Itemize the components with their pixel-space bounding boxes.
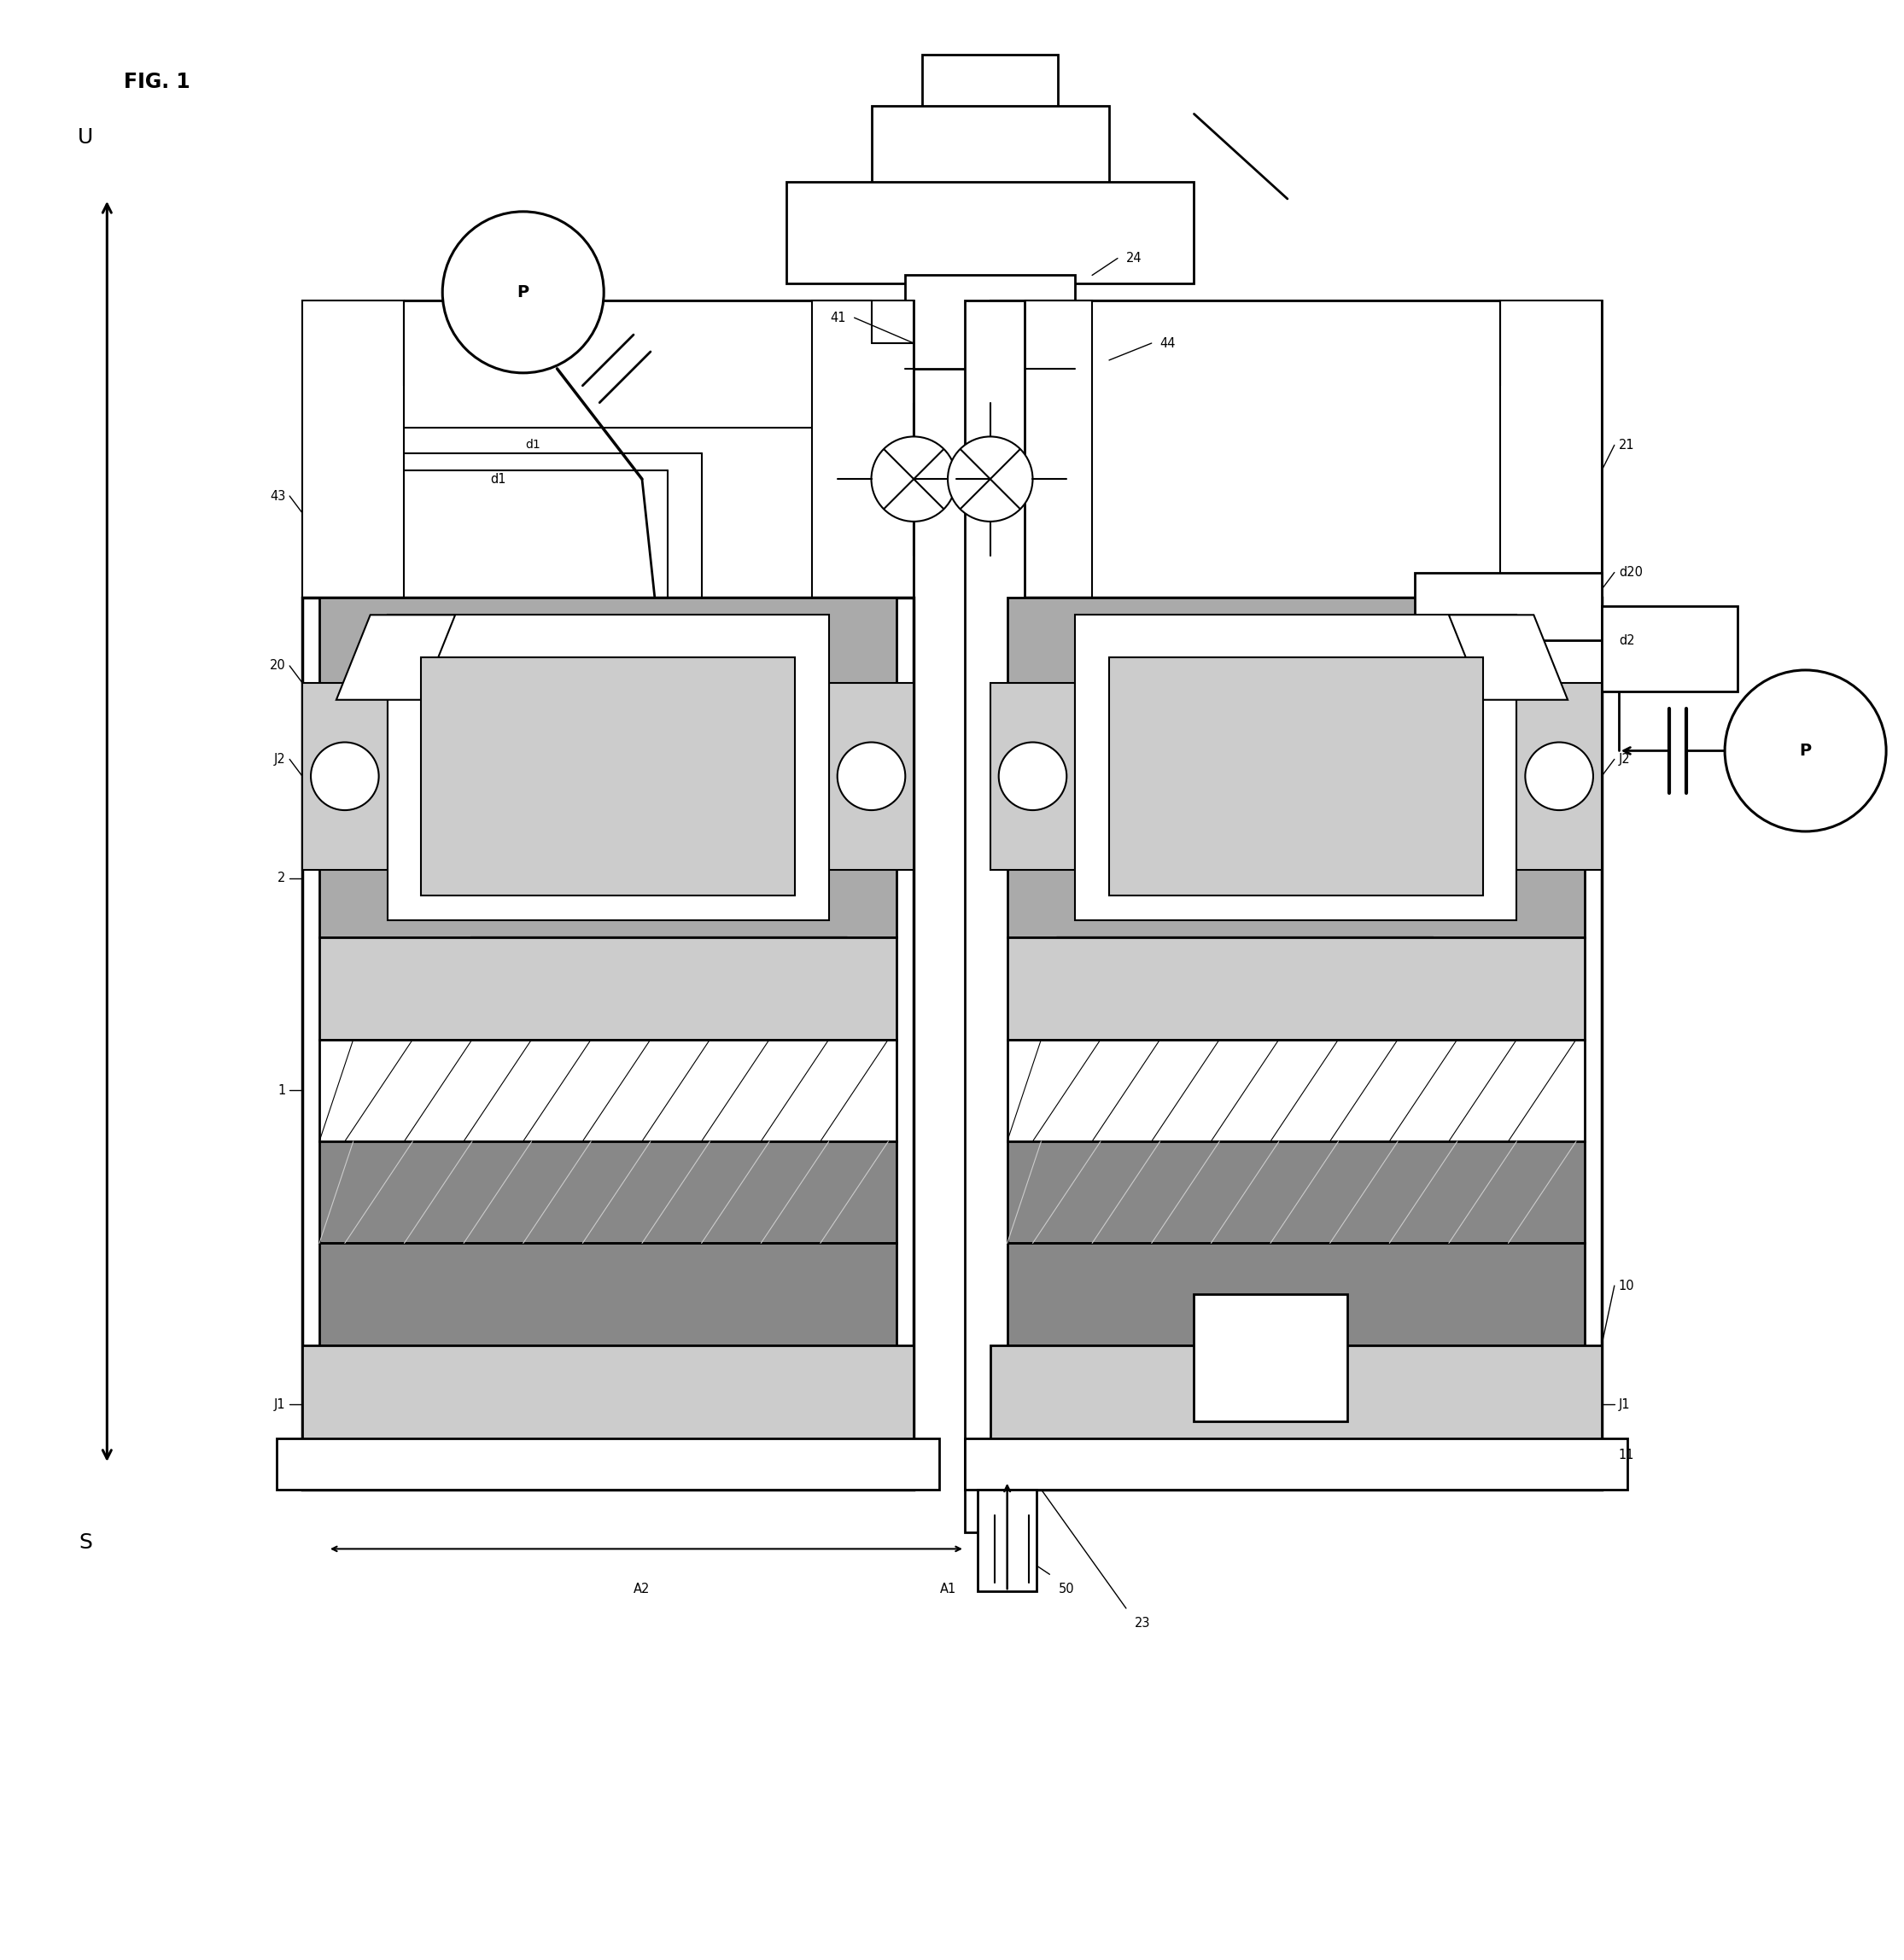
Bar [828, 682, 914, 870]
Bar [1007, 1141, 1584, 1243]
Text: FIG. 1: FIG. 1 [124, 71, 190, 92]
Text: J1: J1 [274, 1397, 286, 1411]
Bar [320, 1039, 897, 1141]
Bar [811, 300, 914, 598]
Bar [904, 274, 1076, 368]
Circle shape [1525, 743, 1594, 809]
Bar [872, 106, 1110, 190]
Bar [922, 55, 1059, 114]
Bar [1194, 1294, 1346, 1421]
Bar [303, 682, 387, 870]
Polygon shape [1449, 615, 1567, 700]
Text: A1: A1 [939, 1584, 956, 1595]
Bar [1500, 300, 1601, 598]
Bar [320, 1243, 897, 1345]
Text: 20: 20 [268, 659, 286, 672]
Bar [1415, 641, 1601, 708]
Bar [1007, 1243, 1584, 1345]
Text: 24: 24 [1125, 253, 1142, 265]
Text: J2: J2 [1618, 753, 1630, 766]
Polygon shape [337, 615, 455, 700]
Circle shape [1000, 743, 1066, 809]
Bar [1415, 572, 1601, 649]
Bar [1517, 682, 1601, 870]
Bar [320, 1141, 897, 1243]
Text: 41: 41 [830, 312, 845, 323]
Bar [990, 300, 1093, 598]
Bar [1076, 615, 1517, 921]
Bar [1601, 606, 1738, 692]
Text: J2: J2 [274, 753, 286, 766]
Bar [320, 937, 897, 1039]
Circle shape [838, 743, 904, 809]
Text: 2: 2 [278, 872, 286, 884]
Bar [303, 300, 914, 598]
Circle shape [310, 743, 379, 809]
Text: P: P [1799, 743, 1811, 759]
Polygon shape [1059, 937, 1432, 1039]
Text: d1: d1 [526, 439, 541, 451]
Bar [786, 182, 1194, 284]
Text: 11: 11 [1618, 1448, 1634, 1462]
Text: P: P [518, 284, 529, 300]
Text: 43: 43 [270, 490, 286, 502]
Circle shape [1725, 670, 1887, 831]
Bar [1007, 937, 1584, 1039]
Text: d20: d20 [1618, 566, 1643, 578]
Bar [421, 657, 794, 896]
Text: J1: J1 [1618, 1397, 1630, 1411]
Text: 23: 23 [1135, 1617, 1150, 1629]
Circle shape [948, 437, 1032, 521]
Text: 44: 44 [1160, 337, 1177, 349]
Bar [977, 1490, 1038, 1592]
Polygon shape [472, 937, 845, 1039]
Bar [1110, 657, 1483, 896]
Text: U: U [78, 127, 93, 147]
Bar [1007, 598, 1584, 937]
Bar [990, 682, 1076, 870]
Text: A2: A2 [634, 1584, 651, 1595]
Bar [1007, 1039, 1584, 1141]
Text: d2: d2 [1618, 633, 1634, 647]
Bar [965, 1439, 1628, 1490]
Text: d1: d1 [491, 472, 506, 486]
Bar [303, 598, 914, 1490]
Text: 1: 1 [278, 1084, 286, 1098]
Bar [990, 598, 1601, 1490]
Text: 10: 10 [1618, 1280, 1634, 1292]
Bar [303, 1345, 914, 1472]
Circle shape [872, 437, 956, 521]
Text: 21: 21 [1618, 439, 1634, 451]
Bar [990, 300, 1601, 598]
Text: 50: 50 [1059, 1584, 1074, 1595]
Bar [320, 598, 897, 937]
Bar [387, 615, 828, 921]
Bar [276, 1439, 939, 1490]
Bar [303, 300, 404, 598]
Bar [965, 300, 1024, 1533]
Bar [990, 1345, 1601, 1472]
Text: S: S [78, 1533, 93, 1552]
Circle shape [442, 212, 604, 372]
